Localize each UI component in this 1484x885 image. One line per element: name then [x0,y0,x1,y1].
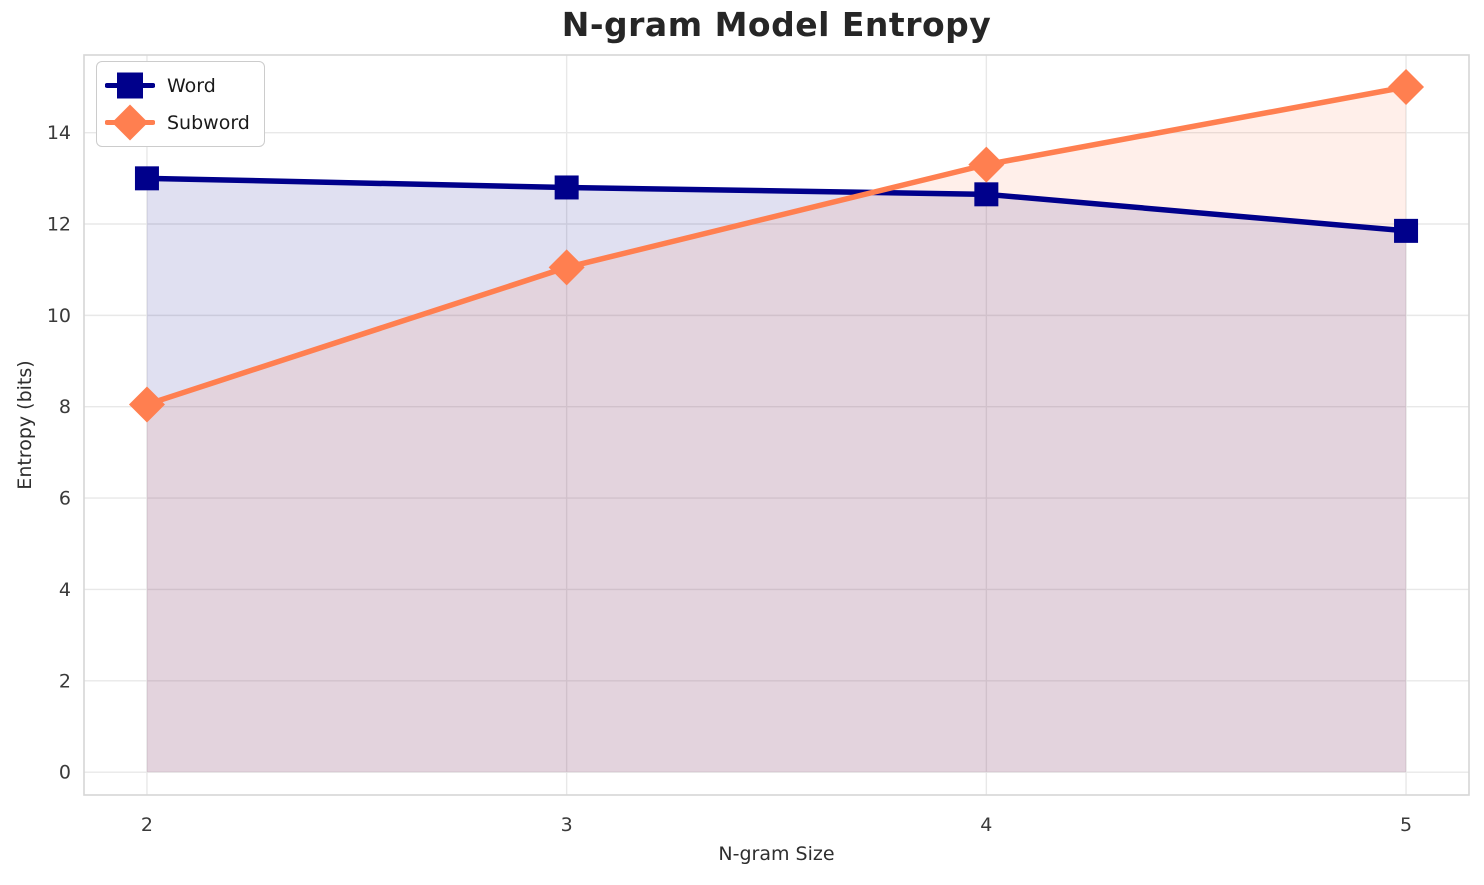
subword-marker-icon [105,104,155,141]
y-tick-label: 6 [59,488,71,510]
y-tick-label: 0 [59,762,71,784]
legend-marker-shape [117,72,143,99]
y-tick-label: 12 [47,214,71,236]
word-marker-icon [105,72,155,99]
legend-label-subword: Subword [167,111,250,134]
word-line [144,175,1409,234]
plot-border [83,54,1470,796]
legend-marker-shape [112,104,148,141]
x-tick-label: 4 [980,814,992,836]
word-point-marker [1394,218,1419,243]
subword-line [144,84,1409,408]
subword-point-marker [968,146,1005,183]
y-tick-label: 4 [59,579,71,601]
word-point-marker [134,166,159,191]
subword-point-marker [548,249,585,286]
subword-point-marker [1388,68,1425,105]
x-axis-label: N-gram Size [718,843,835,865]
x-tick-label: 5 [1400,814,1412,836]
word-point-marker [974,182,999,207]
legend-label-word: Word [167,74,216,97]
chart-title: N-gram Model Entropy [561,5,992,44]
y-tick-label: 8 [59,396,71,418]
subword-area-fill [146,86,1407,773]
x-tick-label: 3 [561,814,573,836]
legend-item-subword: Subword [105,104,250,141]
y-tick-label: 2 [59,670,71,692]
y-tick-label: 14 [47,122,71,144]
x-tick-label: 2 [141,814,153,836]
subword-point-marker [128,386,165,423]
word-area-fill [146,178,1407,773]
y-tick-label: 10 [47,305,71,327]
legend-item-word: Word [105,67,250,104]
legend: Word Subword [96,61,265,147]
word-point-marker [554,175,579,200]
